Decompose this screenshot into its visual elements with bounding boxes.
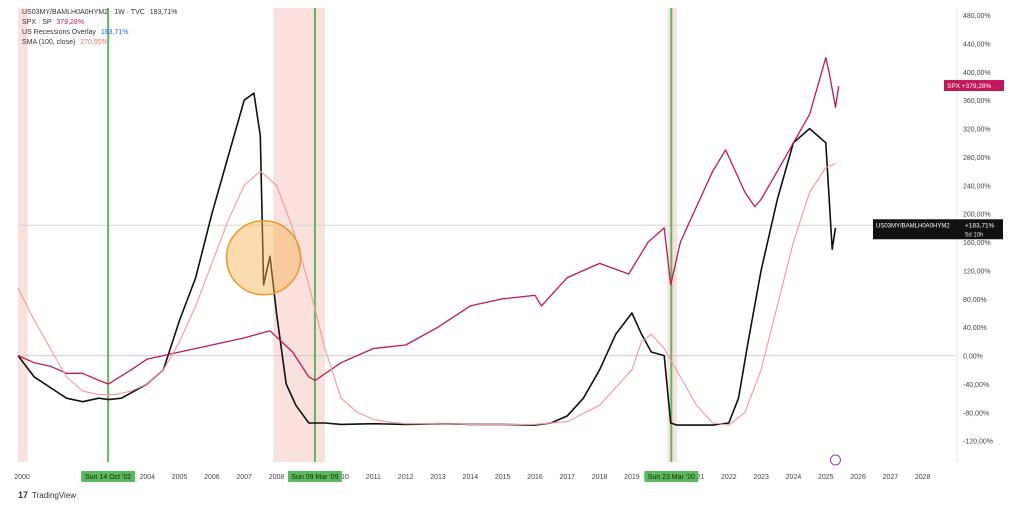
y-tick-label: 480,00% [963, 13, 991, 20]
y-tick-label: 200,00% [963, 212, 991, 219]
y-tick-label: 160,00% [963, 240, 991, 247]
legend-row-recessions[interactable]: US Recessions Overlay 183,71% [22, 28, 177, 38]
date-marker-label: Sun 23 Mar '20 [648, 474, 695, 481]
x-tick-label: 2023 [753, 474, 769, 481]
recession-band [273, 8, 325, 462]
spx-price-tag-label: SPX +379,28% [947, 83, 991, 90]
y-tick-label: 400,00% [963, 70, 991, 77]
x-tick-label: 2006 [204, 474, 220, 481]
x-tick-label: 2027 [883, 474, 899, 481]
x-tick-label: 2011 [366, 474, 381, 481]
tradingview-brand[interactable]: 17 TradingView [18, 490, 76, 500]
date-marker-badge [287, 471, 342, 482]
y-tick-label: 360,00% [963, 98, 991, 105]
main-price-tag-countdown: 5d 10h [965, 232, 983, 238]
x-tick-label: 2017 [559, 474, 575, 481]
series-line-sma [17, 162, 836, 426]
x-tick-label: 2007 [236, 474, 252, 481]
date-marker-label: Sun 09 Mar '09 [291, 474, 338, 481]
series-line-spx [17, 57, 840, 385]
event-marker-icon [829, 454, 841, 466]
x-tick-label: 2028 [915, 474, 931, 481]
legend-label: SPX · SP [22, 19, 52, 26]
y-tick-label: 80,00% [963, 297, 987, 304]
main-price-tag-value: +183,71% [965, 222, 995, 229]
y-tick-label: -80,00% [963, 410, 989, 417]
legend-row-sma[interactable]: SMA (100, close) 270,95% [22, 38, 177, 48]
y-tick-label: -40,00% [963, 382, 989, 389]
x-tick-label: 2022 [721, 474, 737, 481]
legend-value: 183,71% [100, 29, 129, 36]
brand-name: TradingView [32, 490, 77, 500]
x-tick-label: 2016 [527, 474, 543, 481]
x-tick-label: 2000 [14, 474, 30, 481]
x-tick-label: 2018 [592, 474, 608, 481]
tradingview-logo-icon: 17 [18, 490, 29, 500]
x-tick-label: 2013 [430, 474, 446, 481]
x-tick-label: 2008 [269, 474, 285, 481]
legend-row-main[interactable]: US03MY/BAMLH0A0HYM2 · 1W · TVC 183,71% [22, 8, 177, 18]
y-tick-label: 40,00% [963, 325, 987, 332]
chart-legend: US03MY/BAMLH0A0HYM2 · 1W · TVC 183,71% S… [22, 8, 177, 48]
main-price-tag [873, 219, 1003, 240]
y-tick-label: -120,00% [963, 439, 993, 446]
x-tick-label: 2004 [139, 474, 155, 481]
legend-value: 183,71% [149, 9, 178, 16]
recession-band [18, 8, 28, 462]
x-tick-label: 2014 [463, 474, 479, 481]
series-line-main [17, 92, 837, 426]
legend-value: 270,95% [80, 39, 108, 46]
spx-price-tag [944, 80, 1004, 92]
y-tick-label: 120,00% [963, 268, 991, 275]
legend-label: SMA (100, close) [22, 39, 76, 46]
y-tick-label: 440,00% [963, 41, 991, 48]
x-tick-label: 2015 [495, 474, 511, 481]
x-tick-label: 2025 [818, 474, 834, 481]
legend-row-spx[interactable]: SPX · SP 379,28% [22, 18, 177, 28]
legend-label: US03MY/BAMLH0A0HYM2 · 1W · TVC [22, 9, 145, 16]
date-marker-badge [81, 471, 136, 482]
y-tick-label: 320,00% [963, 127, 991, 134]
main-price-tag-symbol: US03MY/BAMLH0A0HYM2 [876, 223, 950, 229]
x-tick-label: 2012 [398, 474, 414, 481]
date-marker-label: Sun 14 Oct '02 [85, 474, 131, 481]
y-tick-label: 0,00% [963, 354, 983, 361]
date-marker-badge [644, 471, 699, 482]
highlight-circle [225, 219, 302, 296]
legend-label: US Recessions Overlay [22, 29, 96, 36]
x-tick-label: 2026 [850, 474, 866, 481]
x-tick-label: 2024 [786, 474, 802, 481]
x-tick-label: 2005 [172, 474, 188, 481]
legend-value: 379,28% [56, 19, 85, 26]
y-tick-label: 240,00% [963, 183, 991, 190]
x-tick-label: 2019 [624, 474, 640, 481]
y-tick-label: 280,00% [963, 155, 991, 162]
